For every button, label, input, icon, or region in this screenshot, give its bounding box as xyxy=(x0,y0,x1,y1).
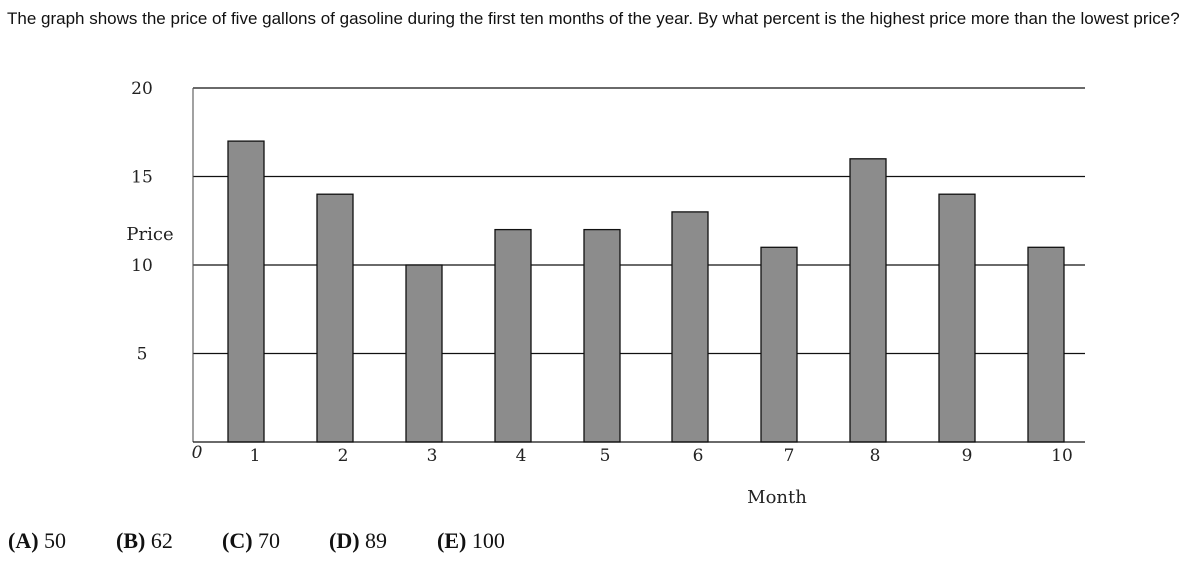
bar-month-8 xyxy=(849,158,887,443)
bar-month-1 xyxy=(227,140,265,443)
bar-chart: 5 10 15 20 1 2 3 4 5 6 7 8 9 10 Price Month 0 xyxy=(126,79,1085,508)
x-zero-label: 0 xyxy=(192,443,203,463)
y-tick-5: 5 xyxy=(137,345,148,365)
answer-choices: (A) 50 (B) 62 (C) 70 (D) 89 (E) 100 xyxy=(8,528,505,558)
bar-month-4 xyxy=(494,228,532,443)
answer-b[interactable]: (B) 62 xyxy=(116,528,173,553)
bar-month-3 xyxy=(405,264,443,443)
x-tick-8: 8 xyxy=(870,446,881,466)
answer-a[interactable]: (A) 50 xyxy=(8,528,67,553)
bar-month-7 xyxy=(760,246,798,443)
x-tick-6: 6 xyxy=(693,446,704,466)
bar-month-5 xyxy=(583,228,621,443)
x-tick-5: 5 xyxy=(600,446,611,466)
y-tick-20: 20 xyxy=(131,79,153,99)
bar-month-2 xyxy=(316,193,354,443)
y-tick-10: 10 xyxy=(131,256,153,276)
x-tick-2: 2 xyxy=(338,446,349,466)
bar-month-6 xyxy=(671,211,709,443)
x-tick-9: 9 xyxy=(962,446,973,466)
x-tick-3: 3 xyxy=(427,446,438,466)
y-tick-labels: 5 10 15 20 xyxy=(131,79,153,365)
y-axis-label: Price xyxy=(126,224,173,245)
bars xyxy=(227,140,1065,443)
x-tick-labels: 1 2 3 4 5 6 7 8 9 10 xyxy=(250,446,1073,466)
answer-d[interactable]: (D) 89 xyxy=(329,528,388,553)
bar-month-10 xyxy=(1027,246,1065,443)
question-text: The graph shows the price of five gallon… xyxy=(7,9,1180,28)
answer-e[interactable]: (E) 100 xyxy=(437,528,505,553)
bar-month-9 xyxy=(938,193,976,443)
y-tick-15: 15 xyxy=(131,168,153,188)
x-tick-7: 7 xyxy=(784,446,795,466)
answer-c[interactable]: (C) 70 xyxy=(222,528,281,553)
x-axis-label: Month xyxy=(747,487,807,508)
x-tick-4: 4 xyxy=(516,446,527,466)
axes xyxy=(192,88,1085,443)
x-tick-1: 1 xyxy=(250,446,261,466)
x-tick-10: 10 xyxy=(1051,446,1073,466)
